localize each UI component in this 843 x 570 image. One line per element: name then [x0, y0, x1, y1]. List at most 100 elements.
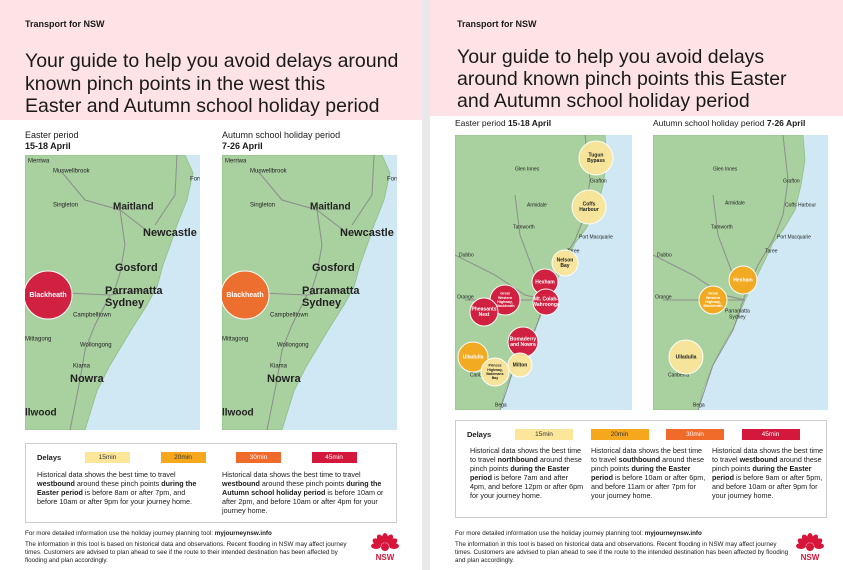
road	[309, 209, 323, 296]
hotspot	[457, 341, 489, 373]
logo-petal	[389, 543, 399, 549]
hotspot	[668, 339, 704, 375]
poster: Transport for NSW Your guide to help you …	[0, 0, 422, 570]
hotspot-label: Hexham	[733, 277, 753, 283]
map: Glen Innes Grafton Coffs Harbour Armidale Ta…	[653, 135, 828, 410]
place-label: Glen Innes	[713, 166, 738, 172]
place-label: Nowra	[70, 373, 105, 385]
period: Autumn school holiday period	[222, 130, 341, 140]
hotspot	[480, 357, 510, 387]
place-label: Nowra	[267, 373, 302, 385]
place-label: Merriwa	[28, 159, 50, 165]
place-label: Newcastle	[143, 227, 197, 239]
place-label: Dubbo	[657, 252, 672, 258]
road	[112, 209, 126, 296]
legend-swatch	[515, 429, 573, 440]
logo-center	[806, 543, 814, 551]
place-label: Singleton	[53, 203, 78, 209]
note: Historical data shows the best time to t…	[712, 446, 827, 500]
road	[712, 194, 734, 276]
header-band	[430, 0, 843, 116]
hotspot	[551, 249, 579, 277]
place-label: Newcastle	[340, 227, 394, 239]
period: Autumn school holiday period	[653, 118, 765, 128]
header-band	[0, 0, 422, 120]
logo-text: NSW	[801, 553, 820, 562]
hotspot	[469, 297, 499, 327]
place-label: Gosford	[115, 262, 158, 274]
hotspot-label: Great	[500, 292, 510, 296]
place-label: Glen Innes	[515, 166, 540, 172]
place-label: Bega	[693, 402, 705, 408]
legend-box	[25, 443, 397, 523]
note-text: Historical data shows the best time to t…	[222, 470, 361, 479]
hotspot-label: Blackheath	[703, 304, 722, 308]
note-text: around these pinch points	[591, 455, 705, 473]
note-text: Historical data shows the best time to t…	[37, 470, 176, 479]
place-label: Fors	[190, 177, 200, 183]
road	[697, 135, 789, 410]
hotspot-label: Harbour	[579, 207, 599, 213]
hotspot-label: Highway,	[487, 368, 503, 372]
place-label: llwood	[25, 408, 57, 419]
legend-level: 30min	[249, 454, 268, 461]
place-label: Wollongong	[277, 343, 309, 349]
place-label: Maitland	[113, 202, 154, 213]
place-label: Parramatta	[302, 285, 360, 297]
hotspot-label: Ulladulla	[676, 354, 697, 360]
note-text: during the Autumn school holiday period	[222, 479, 382, 497]
place-label: Armidale	[527, 202, 547, 208]
hotspot-label: Blackheath	[29, 292, 66, 299]
title-line: Your guide to help you avoid delays arou…	[25, 50, 399, 72]
disclaimer: The information in this tool is based on…	[25, 541, 347, 564]
hotspot-label: Batemans	[486, 372, 503, 376]
hotspot-label: Great	[708, 292, 718, 296]
note-text: Historical data shows the best time to t…	[712, 446, 824, 464]
legend-level: 15min	[535, 431, 553, 438]
legend-swatch	[236, 452, 281, 463]
place-label: Mittagong	[25, 337, 51, 343]
note-text: is before 9am or after 5pm, and before 1…	[712, 473, 823, 500]
note-text: is before 8am or after 7pm, and before 1…	[37, 488, 193, 506]
place-label: Campbelltown	[73, 313, 111, 319]
place-label: Kiama	[73, 364, 91, 370]
hotspot-label: Highway,	[705, 300, 721, 304]
title-line: known pinch points in the west this	[25, 72, 326, 95]
hotspot-label: Bay	[560, 263, 569, 269]
place-label: Orange	[457, 294, 474, 300]
hotspot-label: Western	[706, 296, 720, 300]
dates: 7-26 April	[766, 118, 806, 128]
place-label: Grafton	[783, 178, 800, 184]
place-label: Parramatta	[725, 308, 750, 314]
dates: 15-18 April	[507, 118, 552, 128]
hotspot	[698, 285, 728, 315]
poster: Transport for NSW Your guide to help you …	[430, 0, 843, 570]
hotspot	[507, 352, 533, 378]
title-line: and Autumn school holiday period	[457, 90, 750, 112]
footer-text: For more detailed information use the ho…	[455, 530, 645, 537]
place-label: Kiama	[270, 364, 288, 370]
road	[653, 254, 746, 301]
place-label: Sydney	[729, 314, 746, 320]
hotspot-label: Pheasants	[471, 306, 496, 312]
place-label: Bega	[495, 402, 507, 408]
place-label: Gosford	[312, 262, 355, 274]
place-label: Campbelltown	[270, 313, 308, 319]
period: Easter period	[455, 118, 506, 128]
title-line: Your guide to help you avoid delays	[457, 46, 765, 68]
note-text: around these pinch points	[74, 479, 162, 488]
legend-level: 15min	[98, 454, 117, 461]
place-label: Merriwa	[225, 159, 247, 165]
legend-box	[455, 420, 827, 518]
footer-link: myjourneynsw.info	[644, 530, 702, 537]
place-label: Parramatta	[105, 285, 163, 297]
note-text: around these pinch points	[470, 455, 582, 473]
road	[266, 294, 308, 430]
map: Glen Innes Grafton Armidale Tamworth Port Ma…	[455, 135, 632, 410]
place-label: Port Macquarie	[777, 234, 811, 240]
map-heading: Autumn school holiday period 7-26 April	[653, 118, 805, 128]
place-label: Tamworth	[513, 224, 535, 230]
dates: 7-26 April	[222, 141, 263, 151]
